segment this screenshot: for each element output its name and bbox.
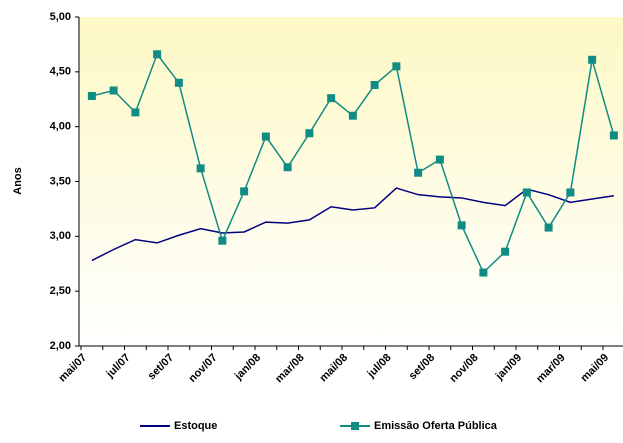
data-point: [131, 108, 140, 117]
x-tick-label: nov/08: [448, 352, 481, 385]
data-point: [305, 129, 314, 138]
data-point: [544, 223, 553, 232]
x-tick-label: mai/08: [317, 352, 350, 385]
data-point: [240, 187, 249, 196]
data-point: [457, 221, 466, 230]
data-point: [370, 80, 379, 89]
legend-label: Emissão Oferta Pública: [374, 420, 498, 432]
x-tick-label: jul/08: [365, 352, 394, 381]
data-point: [153, 50, 162, 59]
legend-marker: [351, 422, 359, 430]
x-tick-label: set/07: [146, 352, 177, 383]
data-point: [87, 91, 96, 100]
x-tick-label: set/08: [407, 352, 438, 383]
y-tick-label: 3,00: [50, 230, 71, 242]
data-point: [501, 247, 510, 256]
data-point: [414, 168, 423, 177]
x-tick-label: jul/07: [104, 352, 133, 381]
legend-label: Estoque: [174, 420, 217, 432]
x-tick-label: mai/07: [56, 352, 89, 385]
data-point: [261, 132, 270, 141]
plot-area: [79, 17, 623, 346]
y-tick-label: 3,50: [50, 175, 71, 187]
data-point: [588, 55, 597, 64]
x-tick-label: jan/09: [493, 352, 524, 383]
data-point: [609, 131, 618, 140]
x-tick-label: mai/09: [578, 352, 611, 385]
data-point: [348, 111, 357, 120]
x-tick-label: nov/07: [187, 352, 220, 385]
y-axis-label: Anos: [12, 167, 24, 195]
data-point: [174, 78, 183, 87]
data-point: [196, 164, 205, 173]
y-tick-label: 4,00: [50, 121, 71, 133]
data-point: [522, 188, 531, 197]
y-tick-label: 5,00: [50, 11, 71, 23]
data-point: [327, 94, 336, 103]
x-tick-label: jan/08: [232, 352, 263, 383]
x-tick-label: mar/08: [273, 352, 307, 386]
x-tick-label: mar/09: [534, 352, 568, 386]
data-point: [283, 163, 292, 172]
y-tick-label: 2,50: [50, 285, 71, 297]
y-tick-label: 4,50: [50, 66, 71, 78]
data-point: [218, 236, 227, 245]
data-point: [435, 155, 444, 164]
data-point: [392, 62, 401, 71]
data-point: [479, 268, 488, 277]
y-tick-label: 2,00: [50, 340, 71, 352]
data-point: [566, 188, 575, 197]
data-point: [109, 86, 118, 95]
